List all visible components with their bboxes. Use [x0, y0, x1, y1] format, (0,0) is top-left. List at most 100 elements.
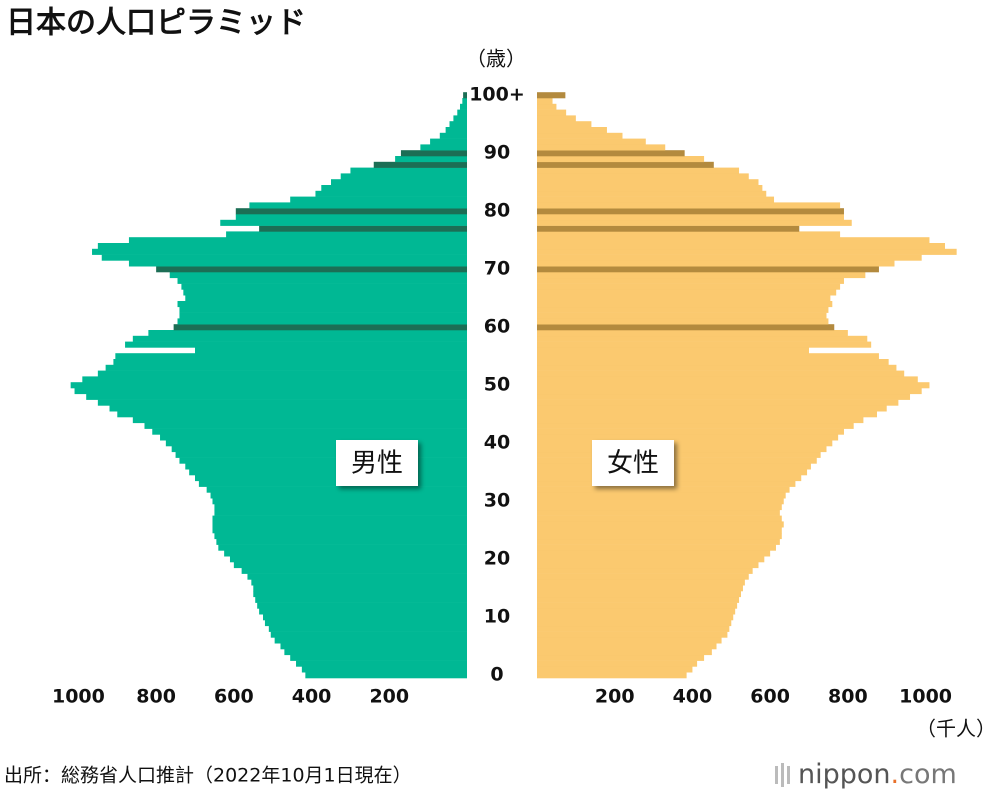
bar: [226, 231, 467, 238]
bar: [537, 556, 765, 563]
bar: [537, 405, 887, 412]
bar: [537, 428, 844, 435]
bar: [395, 156, 467, 163]
bar: [537, 440, 833, 447]
bar: [537, 190, 767, 197]
bar: [537, 521, 784, 528]
bar: [212, 498, 467, 505]
y-tick-label: 100+: [469, 84, 525, 106]
bar: [97, 399, 467, 406]
logo-text: nippon.com: [798, 759, 957, 790]
y-tick-label: 90: [484, 142, 510, 164]
y-tick-label: 10: [484, 606, 510, 628]
bar: [537, 625, 730, 632]
bar: [305, 672, 467, 679]
source: 出所：総務省人口推計（2022年10月1日現在）: [4, 765, 412, 787]
bar: [179, 457, 467, 464]
bar: [537, 637, 722, 644]
chart-title: 日本の人口ピラミッド: [6, 6, 306, 41]
bar: [537, 654, 705, 661]
logo-bar: [781, 763, 784, 787]
bar: [241, 567, 467, 574]
bar: [537, 92, 566, 99]
bar: [537, 301, 833, 308]
bar: [537, 167, 740, 174]
bar: [537, 393, 911, 400]
x-tick-label: 400: [673, 686, 713, 708]
bar: [537, 202, 841, 209]
bar: [128, 260, 467, 267]
bar: [537, 492, 786, 499]
bar: [537, 422, 854, 429]
bar: [249, 202, 467, 209]
bar: [132, 335, 468, 342]
bar: [109, 405, 467, 412]
bar: [537, 225, 800, 232]
bar: [290, 654, 467, 661]
bar: [152, 428, 467, 435]
bar: [101, 254, 467, 261]
bar: [400, 150, 467, 157]
bar: [233, 562, 467, 569]
bar: [113, 359, 468, 366]
bar: [148, 330, 467, 337]
legend-label: 女性: [607, 449, 659, 479]
bar: [537, 544, 776, 551]
y-tick-label: 80: [484, 200, 510, 222]
bar: [537, 359, 889, 366]
bar: [177, 318, 467, 325]
bar: [537, 150, 685, 157]
bar: [537, 330, 848, 337]
bar: [537, 509, 780, 516]
bar: [224, 550, 467, 557]
bar: [350, 167, 467, 174]
bar: [460, 103, 467, 110]
bar: [537, 237, 930, 244]
bar: [445, 127, 467, 134]
y-tick-label: 20: [484, 548, 510, 570]
bar: [537, 562, 759, 569]
bar: [537, 295, 831, 302]
bar: [177, 301, 467, 308]
bar: [144, 422, 467, 429]
bar: [457, 109, 467, 116]
bar: [235, 214, 467, 221]
bar: [125, 341, 468, 348]
bar: [268, 625, 467, 632]
bar: [537, 614, 734, 621]
bar: [537, 121, 592, 128]
bar: [463, 92, 467, 99]
y-tick-label: 0: [490, 664, 503, 686]
bar: [537, 364, 897, 371]
x-tick-label: 600: [750, 686, 790, 708]
x-tick-label: 1000: [899, 686, 952, 708]
bar: [537, 596, 740, 603]
bar: [537, 266, 879, 273]
bar: [315, 190, 467, 197]
y-tick-label: 40: [484, 432, 510, 454]
bar: [537, 388, 922, 395]
bar: [212, 521, 467, 528]
bar: [177, 277, 467, 284]
bar: [97, 370, 467, 377]
bar: [449, 121, 467, 128]
bar: [218, 544, 467, 551]
bar: [537, 538, 780, 545]
logo-dot: .: [891, 759, 900, 790]
y-unit: （歳）: [466, 47, 526, 71]
bar: [173, 324, 467, 331]
bar: [537, 103, 557, 110]
bar: [537, 608, 736, 615]
bar: [537, 498, 784, 505]
bar: [189, 469, 467, 476]
bar: [537, 312, 827, 319]
bar: [70, 382, 468, 389]
bar: [128, 237, 467, 244]
x-tick-label: 800: [828, 686, 868, 708]
bar: [537, 370, 905, 377]
bar: [537, 335, 868, 342]
bar: [537, 132, 623, 139]
bar: [229, 556, 467, 563]
logo: nippon.com: [775, 759, 957, 790]
